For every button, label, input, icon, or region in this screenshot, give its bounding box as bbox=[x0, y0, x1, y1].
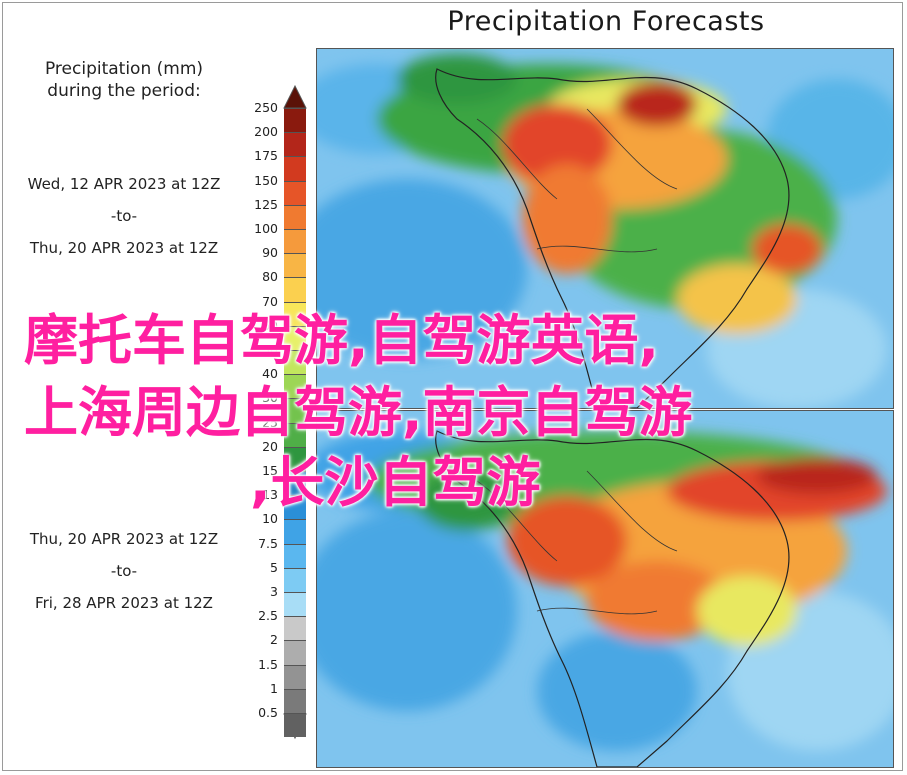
colorbar-title: Precipitation (mm) during the period: bbox=[8, 58, 240, 102]
colorbar-level-label: 40 bbox=[262, 366, 278, 382]
overlay-text-line-3: ,长沙自驾游 bbox=[250, 451, 541, 514]
colorbar-cell bbox=[284, 156, 306, 181]
precip-map-2 bbox=[317, 411, 893, 767]
colorbar-cell bbox=[284, 253, 306, 278]
colorbar-cell bbox=[284, 398, 306, 423]
colorbar-level-label: 175 bbox=[254, 148, 278, 164]
colorbar-level-label: 1 bbox=[270, 680, 278, 696]
map-panel-period-2 bbox=[316, 410, 894, 768]
coastline-1 bbox=[435, 68, 790, 408]
colorbar-level-label: 13 bbox=[262, 487, 278, 503]
period-2-to: -to- bbox=[110, 562, 138, 580]
colorbar-cell bbox=[284, 277, 306, 302]
period-1-to: -to- bbox=[110, 207, 138, 225]
colorbar-cell bbox=[284, 713, 306, 738]
colorbar-title-line-1: Precipitation (mm) bbox=[44, 59, 204, 79]
border-lines-2 bbox=[476, 470, 678, 615]
colorbar-cell bbox=[284, 519, 306, 544]
precip-map-1 bbox=[317, 49, 893, 408]
colorbar-cell bbox=[284, 180, 306, 205]
overlay-text-line-2: 上海周边自驾游,南京自驾游 bbox=[24, 381, 693, 444]
colorbar-level-label: 250 bbox=[254, 100, 278, 115]
colorbar-level-label: 7.5 bbox=[258, 535, 278, 551]
overlay-text-line-1: 摩托车自驾游,自驾游英语, bbox=[24, 309, 660, 372]
colorbar-cell bbox=[284, 688, 306, 713]
colorbar-level-label: 15 bbox=[262, 463, 278, 478]
colorbar-level-label: 10 bbox=[262, 511, 278, 527]
colorbar-cell bbox=[284, 592, 306, 617]
period-1-label: Wed, 12 APR 2023 at 12Z -to- Thu, 20 APR… bbox=[0, 168, 248, 264]
coastline-2 bbox=[435, 430, 790, 767]
colorbar-cell bbox=[284, 422, 306, 447]
colorbar-cell bbox=[284, 132, 306, 157]
colorbar-level-label: 50 bbox=[262, 342, 278, 357]
period-2-label: Thu, 20 APR 2023 at 12Z -to- Fri, 28 APR… bbox=[0, 523, 248, 619]
colorbar-cell bbox=[284, 664, 306, 689]
period-1-start: Wed, 12 APR 2023 at 12Z bbox=[27, 175, 221, 193]
colorbar-level-label: 150 bbox=[254, 172, 278, 188]
figure-title: Precipitation Forecasts bbox=[447, 6, 765, 37]
colorbar-level-label: 30 bbox=[262, 390, 278, 406]
colorbar-level-label: 60 bbox=[262, 317, 278, 333]
map-panel-period-1 bbox=[316, 48, 894, 409]
period-1-end: Thu, 20 APR 2023 at 12Z bbox=[29, 239, 219, 257]
border-lines-1 bbox=[476, 108, 678, 253]
colorbar-cell bbox=[284, 543, 306, 568]
colorbar-level-label: 1.5 bbox=[258, 656, 278, 672]
colorbar-cell bbox=[284, 229, 306, 254]
colorbar-top-arrow bbox=[283, 84, 307, 109]
period-2-end: Fri, 28 APR 2023 at 12Z bbox=[35, 594, 213, 612]
colorbar-level-label: 90 bbox=[262, 245, 278, 261]
colorbar-cell bbox=[284, 616, 306, 641]
colorbar-cell bbox=[284, 374, 306, 399]
colorbar-cell bbox=[284, 325, 306, 350]
colorbar-title-line-2: during the period: bbox=[47, 81, 201, 101]
colorbar-cell bbox=[284, 108, 306, 133]
colorbar-level-label: 20 bbox=[262, 438, 278, 454]
colorbar-level-label: 200 bbox=[254, 124, 278, 140]
colorbar-level-label: 100 bbox=[254, 221, 278, 236]
colorbar-level-label: 80 bbox=[262, 269, 278, 285]
period-2-start: Thu, 20 APR 2023 at 12Z bbox=[29, 530, 219, 548]
colorbar-level-label: 0.5 bbox=[258, 705, 278, 720]
colorbar-cell bbox=[284, 471, 306, 496]
colorbar-level-label: 2.5 bbox=[258, 608, 278, 624]
colorbar-cell bbox=[284, 204, 306, 229]
colorbar-cell bbox=[284, 567, 306, 592]
colorbar-cell bbox=[284, 640, 306, 665]
colorbar-level-label: 2 bbox=[270, 632, 278, 648]
colorbar-cell bbox=[284, 495, 306, 520]
colorbar-level-label: 3 bbox=[270, 584, 278, 599]
colorbar-level-label: 70 bbox=[262, 293, 278, 309]
colorbar-cell bbox=[284, 446, 306, 471]
colorbar-level-label: 5 bbox=[270, 559, 278, 575]
colorbar-level-label: 25 bbox=[262, 414, 278, 430]
colorbar-level-label: 125 bbox=[254, 196, 278, 212]
colorbar-cell bbox=[284, 301, 306, 326]
colorbar-cell bbox=[284, 350, 306, 375]
